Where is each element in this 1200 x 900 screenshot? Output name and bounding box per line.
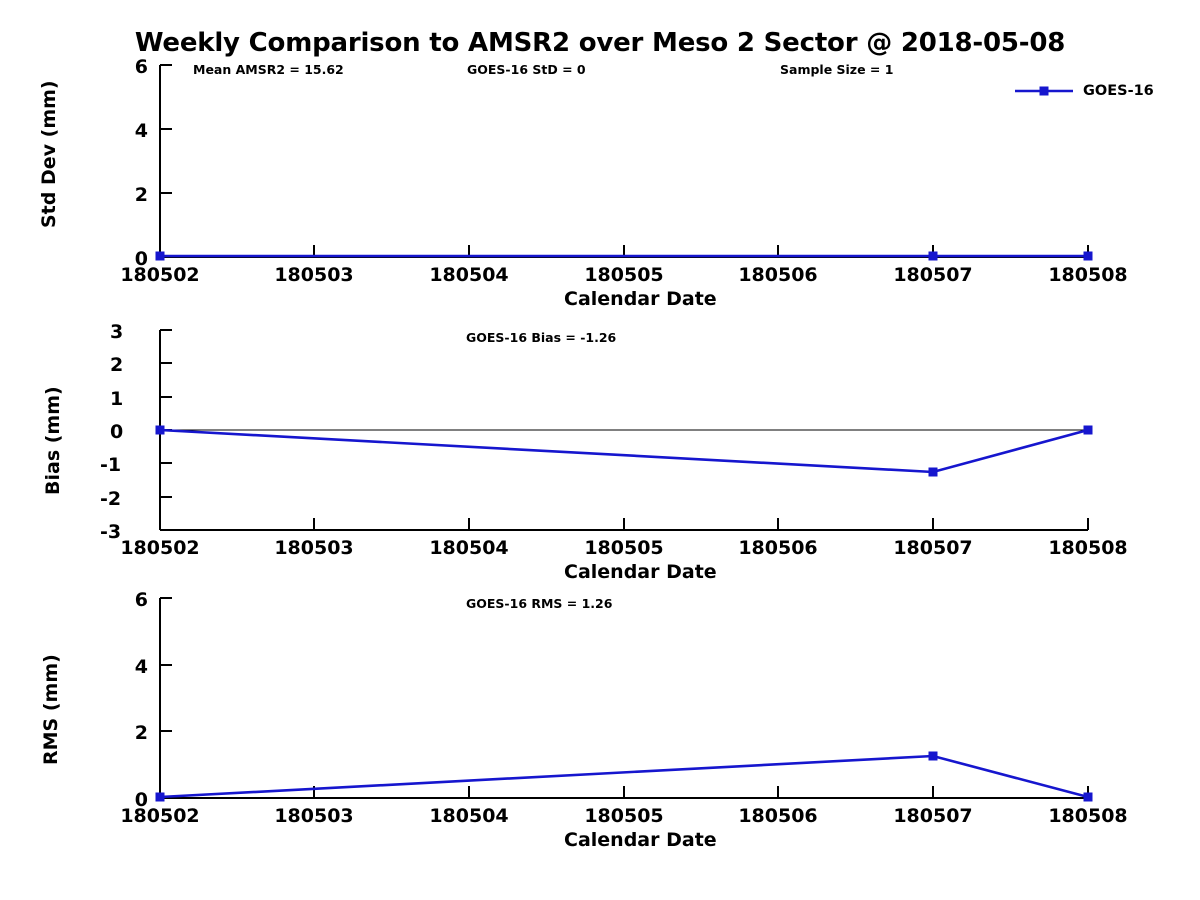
x-tick-label-180502: 180502 — [120, 805, 200, 827]
legend-marker-goes16 — [1039, 86, 1049, 96]
x-tick-label-180508: 180508 — [1048, 537, 1128, 559]
panel-std-dev: 6 4 2 0 Std Dev (mm) 180502 180503 18050… — [0, 0, 1200, 310]
y-tick-label-neg3: -3 — [100, 521, 122, 543]
panel-std-dev-svg — [155, 64, 1093, 261]
x-tick-label-180503: 180503 — [274, 805, 354, 827]
y-tick-label-2: 2 — [134, 184, 148, 206]
series-goes16-marker — [1083, 251, 1093, 261]
x-tick-label-180505: 180505 — [584, 264, 664, 286]
y-tick-label-2: 2 — [134, 722, 148, 744]
panel-rms: 6 4 2 0 RMS (mm) 180502 180503 180504 18… — [0, 580, 1200, 870]
panel-bias: 3 2 1 0 -1 -2 -3 Bias (mm) 180502 180503… — [0, 300, 1200, 583]
y-tick-label-4: 4 — [134, 656, 148, 678]
y-axis-label: RMS (mm) — [40, 654, 62, 765]
series-goes16-marker — [155, 251, 165, 261]
y-tick-label-3: 3 — [110, 321, 124, 343]
y-tick-label-4: 4 — [134, 120, 148, 142]
series-goes16-marker — [155, 425, 165, 435]
y-tick-label-neg2: -2 — [100, 488, 122, 510]
x-tick-label-180502: 180502 — [120, 537, 200, 559]
series-goes16-marker — [155, 792, 165, 802]
x-tick-label-180507: 180507 — [893, 264, 973, 286]
series-goes16-line — [159, 428, 1089, 474]
x-tick-label-180507: 180507 — [893, 537, 973, 559]
x-tick-label-180505: 180505 — [584, 805, 664, 827]
x-tick-label-180507: 180507 — [893, 805, 973, 827]
annotation-mean-amsr2: Mean AMSR2 = 15.62 — [193, 62, 344, 77]
x-axis-label: Calendar Date — [564, 561, 717, 583]
y-axis-label: Bias (mm) — [42, 386, 64, 495]
x-axis-label: Calendar Date — [564, 288, 717, 310]
series-goes16-marker — [928, 251, 938, 261]
x-tick-label-180504: 180504 — [429, 264, 509, 286]
y-tick-label-6: 6 — [134, 589, 148, 611]
x-axis-label: Calendar Date — [564, 829, 717, 851]
x-tick-label-180508: 180508 — [1048, 805, 1128, 827]
y-tick-label-neg1: -1 — [100, 454, 122, 476]
y-tick-label-6: 6 — [134, 56, 148, 78]
y-tick-label-2: 2 — [110, 354, 124, 376]
y-tick-label-0: 0 — [134, 789, 148, 811]
x-tick-label-180505: 180505 — [584, 537, 664, 559]
panel-rms-svg — [155, 597, 1093, 802]
y-axis-label: Std Dev (mm) — [38, 80, 60, 228]
x-tick-label-180503: 180503 — [274, 537, 354, 559]
x-tick-label-180502: 180502 — [120, 264, 200, 286]
x-tick-label-180506: 180506 — [738, 264, 818, 286]
annotation-sample-size: Sample Size = 1 — [780, 62, 894, 77]
page-title: Weekly Comparison to AMSR2 over Meso 2 S… — [134, 28, 1066, 58]
x-tick-label-180508: 180508 — [1048, 264, 1128, 286]
y-tick-label-1: 1 — [110, 388, 124, 410]
x-tick-label-180504: 180504 — [429, 537, 509, 559]
annotation-goes16-rms: GOES-16 RMS = 1.26 — [466, 596, 613, 611]
x-tick-label-180503: 180503 — [274, 264, 354, 286]
series-goes16-marker — [1083, 425, 1093, 435]
x-tick-label-180506: 180506 — [738, 537, 818, 559]
y-tick-label-0: 0 — [110, 421, 124, 443]
series-goes16-marker — [1083, 792, 1093, 802]
x-tick-label-180504: 180504 — [429, 805, 509, 827]
annotation-goes16-bias: GOES-16 Bias = -1.26 — [466, 330, 617, 345]
annotation-goes16-std: GOES-16 StD = 0 — [467, 62, 586, 77]
legend-label-goes16: GOES-16 — [1083, 83, 1154, 99]
x-tick-label-180506: 180506 — [738, 805, 818, 827]
series-goes16-marker — [928, 751, 938, 761]
series-goes16-marker — [928, 467, 938, 477]
y-tick-label-0: 0 — [134, 248, 148, 270]
panel-bias-svg — [155, 329, 1093, 531]
